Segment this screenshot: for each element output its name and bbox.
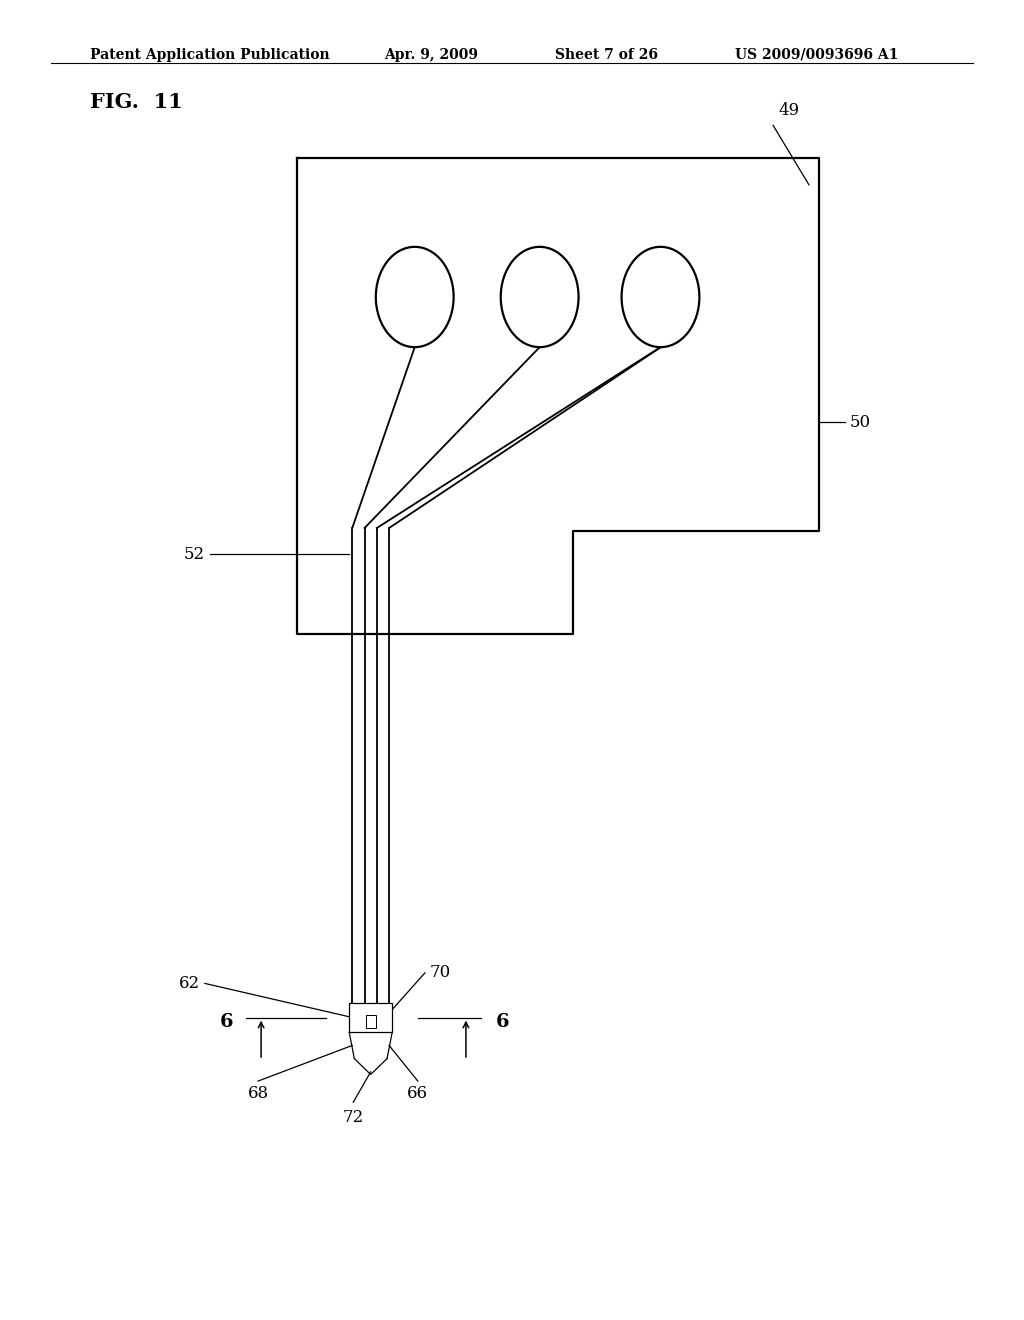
- Text: US 2009/0093696 A1: US 2009/0093696 A1: [735, 48, 899, 62]
- Text: 6: 6: [496, 1012, 509, 1031]
- Text: FIG.  11: FIG. 11: [90, 92, 183, 112]
- Text: 50: 50: [850, 414, 871, 430]
- Text: 68: 68: [248, 1085, 268, 1102]
- Text: Patent Application Publication: Patent Application Publication: [90, 48, 330, 62]
- Text: 6: 6: [220, 1012, 233, 1031]
- Bar: [349, 1003, 392, 1032]
- Text: Apr. 9, 2009: Apr. 9, 2009: [384, 48, 478, 62]
- Text: 72: 72: [343, 1109, 364, 1126]
- Circle shape: [376, 247, 454, 347]
- Bar: [366, 1015, 376, 1028]
- Text: 70: 70: [430, 965, 452, 981]
- Text: 49: 49: [778, 102, 800, 119]
- Text: Sheet 7 of 26: Sheet 7 of 26: [555, 48, 658, 62]
- Circle shape: [501, 247, 579, 347]
- Text: 66: 66: [408, 1085, 428, 1102]
- Circle shape: [622, 247, 699, 347]
- Text: 62: 62: [178, 975, 200, 991]
- Text: 52: 52: [183, 546, 205, 562]
